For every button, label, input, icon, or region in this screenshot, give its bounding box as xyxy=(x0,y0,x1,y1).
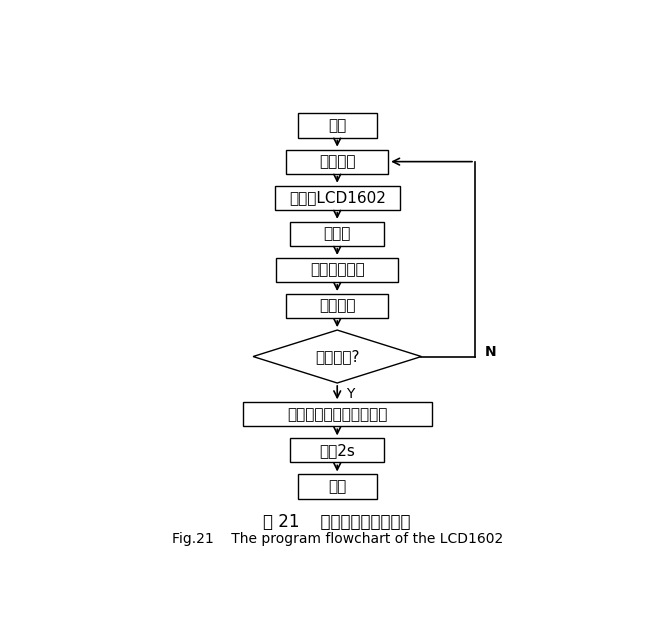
Text: 初始化LCD1602: 初始化LCD1602 xyxy=(289,190,386,205)
Bar xyxy=(297,474,377,499)
Bar xyxy=(290,438,384,462)
Text: 允许定时中断: 允许定时中断 xyxy=(310,262,365,278)
Text: Y: Y xyxy=(346,387,354,401)
Text: 图 21    液晶显示程序流程图: 图 21 液晶显示程序流程图 xyxy=(263,512,411,531)
Text: 启动定时: 启动定时 xyxy=(319,299,355,314)
Text: 入口: 入口 xyxy=(328,118,346,133)
Text: 返回: 返回 xyxy=(328,479,346,494)
Bar xyxy=(286,294,388,318)
Text: Fig.21    The program flowchart of the LCD1602: Fig.21 The program flowchart of the LCD1… xyxy=(172,532,503,546)
Text: N: N xyxy=(484,345,496,359)
Text: 开中断: 开中断 xyxy=(324,226,351,241)
Bar xyxy=(243,402,432,426)
Text: 定义管脚: 定义管脚 xyxy=(319,154,355,169)
Text: 中断请求?: 中断请求? xyxy=(315,349,359,364)
Bar xyxy=(275,186,399,210)
Bar xyxy=(297,114,377,138)
Text: 延时2s: 延时2s xyxy=(319,443,355,458)
Polygon shape xyxy=(253,330,421,383)
Bar xyxy=(286,149,388,174)
Bar xyxy=(276,258,398,282)
Bar xyxy=(290,222,384,246)
Text: 分别显示一、二行字符串: 分别显示一、二行字符串 xyxy=(287,407,388,422)
